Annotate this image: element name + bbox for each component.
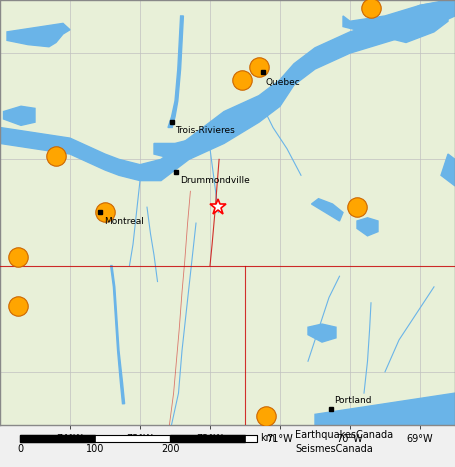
Text: SeismesCanada: SeismesCanada (295, 444, 373, 453)
Polygon shape (343, 0, 448, 42)
Bar (170, 435, 245, 442)
Text: 0: 0 (17, 444, 23, 453)
Text: Portland: Portland (334, 396, 372, 405)
Polygon shape (357, 218, 378, 236)
Bar (20, 435, 95, 442)
Text: 100: 100 (86, 444, 104, 453)
Text: Trois-Rivieres: Trois-Rivieres (175, 127, 235, 135)
Text: km: km (260, 433, 275, 443)
Polygon shape (0, 0, 455, 181)
Polygon shape (7, 23, 70, 47)
Bar (245, 435, 257, 442)
Polygon shape (111, 266, 125, 403)
Polygon shape (312, 198, 343, 221)
Text: EarthquakesCanada: EarthquakesCanada (295, 430, 393, 440)
Text: Drummondville: Drummondville (180, 177, 250, 185)
Text: Montreal: Montreal (104, 217, 144, 226)
Bar (95, 435, 170, 442)
Polygon shape (441, 154, 455, 186)
Text: Quebec: Quebec (266, 78, 301, 86)
Text: 200: 200 (161, 444, 179, 453)
Bar (20, 435, 257, 442)
Polygon shape (315, 393, 455, 425)
Polygon shape (168, 16, 183, 127)
Polygon shape (308, 324, 336, 342)
Polygon shape (154, 122, 224, 159)
Polygon shape (4, 106, 35, 125)
